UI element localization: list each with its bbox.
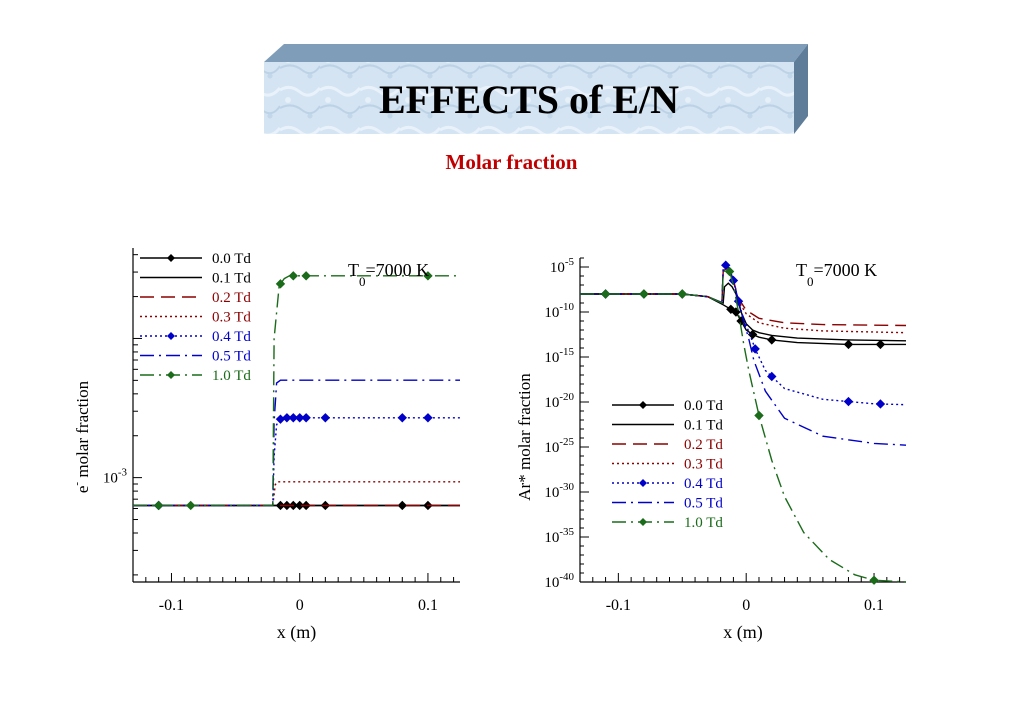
y-tick-label: 10-3 [103,467,128,487]
series-line [580,264,907,446]
title-box-face [264,62,794,134]
y-tick-label: 10-35 [544,526,574,546]
x-tick-label: 0 [742,597,750,614]
series-marker [153,500,164,511]
legend-label: 0.3 Td [212,310,251,326]
y-tick-label: 10-10 [544,301,574,321]
series-marker [288,413,299,423]
title-box-top [264,44,808,62]
series-marker [724,266,735,277]
title-banner: EFFECTS of E/N [264,44,808,134]
series-marker [869,575,879,585]
y-tick-label: 10-30 [544,481,574,501]
series-marker [282,413,292,423]
x-axis-label: x (m) [723,622,763,643]
series-marker [397,413,408,423]
series-marker [677,289,687,299]
legend-label: 1.0 Td [212,368,251,384]
legend-label: 0.4 Td [684,476,723,492]
legend-label: 0.0 Td [212,251,251,267]
series-marker [423,413,433,423]
y-tick-label: 10-20 [544,391,574,411]
series-marker [843,339,854,350]
legend-marker [639,518,647,526]
section-subtitle: Molar fraction [445,150,578,174]
legend-label: 0.2 Td [212,290,251,306]
legend-label: 0.4 Td [212,329,251,345]
y-axis-label: e- molar fraction [71,380,92,493]
series-line [580,264,907,406]
legend-marker [167,332,175,340]
legend-label: 0.2 Td [684,437,723,453]
series-line [133,417,460,507]
series-marker [843,396,854,407]
series-marker [301,271,311,281]
series-line [580,268,907,583]
y-axis-label: Ar* molar fraction [515,373,534,501]
legend-label: 1.0 Td [684,515,723,531]
series-marker [750,344,760,354]
y-tick-label: 10-40 [544,571,574,591]
page-title: EFFECTS of E/N [379,77,679,122]
legend-marker [639,479,647,487]
series-marker [294,413,305,423]
series-marker [639,289,649,299]
legend-marker [167,371,175,379]
temperature-annotation: T0=7000 K [348,260,429,289]
x-axis-label: x (m) [277,622,317,643]
legend-label: 0.3 Td [684,457,723,473]
y-tick-label: 10-5 [550,256,575,276]
series-marker [875,399,886,409]
series-marker [288,271,299,281]
series-marker [767,335,777,345]
title-box-side [794,44,808,134]
x-tick-label: 0.1 [418,597,438,614]
x-tick-label: 0 [296,597,304,614]
series-marker [875,339,886,350]
temperature-annotation: T0=7000 K [796,260,877,289]
series-marker [275,279,286,289]
x-tick-label: -0.1 [159,597,184,614]
series-marker [767,371,777,382]
series-line [133,481,460,507]
legend-label: 0.0 Td [684,398,723,414]
series-marker [320,413,331,423]
legend-marker [639,401,647,409]
y-tick-label: 10-15 [544,346,574,366]
legend-label: 0.1 Td [212,271,251,287]
series-marker [754,410,764,421]
y-tick-label: 10-25 [544,436,574,456]
legend-label: 0.5 Td [212,349,251,365]
series-marker [185,500,196,511]
legend-label: 0.1 Td [684,418,723,434]
legend-label: 0.5 Td [684,496,723,512]
series-marker [423,271,433,281]
series-marker [600,289,611,299]
x-tick-label: -0.1 [606,597,631,614]
legend-marker [167,254,175,262]
series-marker [747,329,758,340]
x-tick-label: 0.1 [864,597,884,614]
series-marker [301,413,311,423]
